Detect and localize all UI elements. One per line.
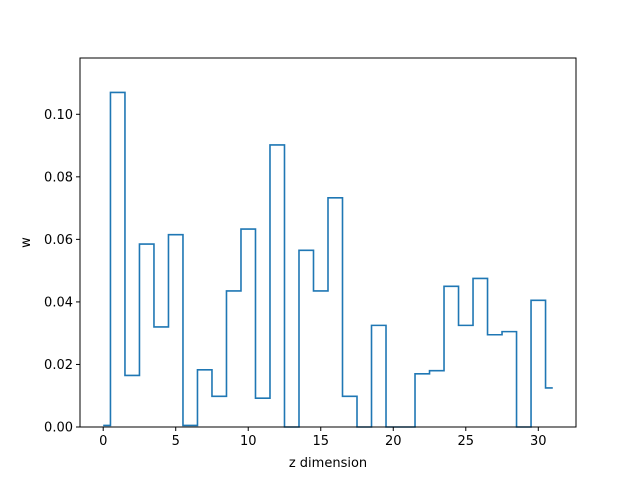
y-tick-label: 0.10 bbox=[44, 108, 73, 123]
y-tick-label: 0.06 bbox=[44, 233, 73, 248]
x-axis-label: z dimension bbox=[289, 456, 367, 471]
series-layer bbox=[103, 91, 553, 428]
axes-frame bbox=[79, 57, 577, 428]
y-tick-label: 0.00 bbox=[44, 421, 73, 436]
y-axis: 0.00 0.02 0.04 0.06 0.08 0.10 bbox=[44, 108, 80, 436]
y-tick-label: 0.02 bbox=[44, 358, 73, 373]
y-tick-label: 0.04 bbox=[44, 295, 73, 310]
x-tick-label: 25 bbox=[458, 434, 475, 449]
x-tick-label: 20 bbox=[385, 434, 402, 449]
x-tick-label: 15 bbox=[312, 434, 329, 449]
y-tick-label: 0.08 bbox=[44, 170, 73, 185]
y-axis-label: w bbox=[19, 237, 34, 248]
x-tick-label: 0 bbox=[99, 434, 107, 449]
x-tick-label: 10 bbox=[240, 434, 257, 449]
x-axis: 0 5 10 15 20 25 30 bbox=[99, 427, 547, 449]
series-line-0 bbox=[103, 91, 553, 428]
x-tick-label: 5 bbox=[172, 434, 180, 449]
x-tick-label: 30 bbox=[530, 434, 547, 449]
